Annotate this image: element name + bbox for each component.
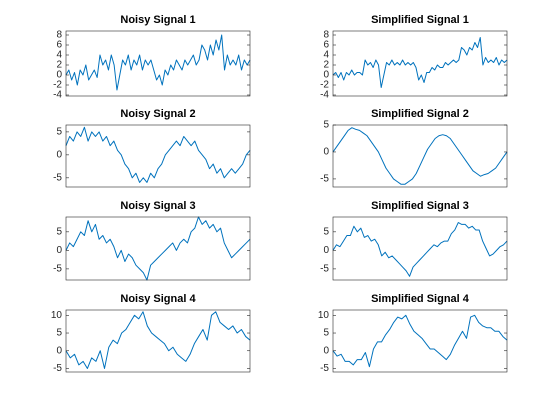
signal-line — [65, 126, 251, 183]
y-tick-label: 6 — [56, 40, 62, 51]
axes-box — [332, 216, 508, 281]
axes-box — [65, 124, 251, 188]
y-tick-label: 5 — [323, 226, 329, 237]
signal-line — [332, 127, 508, 185]
y-tick-label: 0 — [56, 70, 62, 81]
y-tick-label: 5 — [56, 328, 62, 339]
axes-box — [332, 124, 508, 188]
y-tick-label: -5 — [320, 174, 329, 185]
axes-box — [332, 30, 508, 97]
chart-title: Noisy Signal 1 — [120, 14, 195, 26]
y-tick-label: 6 — [323, 40, 329, 51]
signal-line — [65, 216, 251, 281]
y-tick-label: 2 — [56, 60, 62, 71]
y-tick-label: 8 — [323, 30, 329, 41]
y-tick-label: 5 — [56, 226, 62, 237]
signal-line — [332, 314, 508, 368]
chart-title: Simplified Signal 2 — [371, 108, 469, 120]
y-tick-label: -4 — [320, 90, 329, 101]
y-tick-label: 2 — [323, 60, 329, 71]
chart-title: Noisy Signal 3 — [120, 200, 195, 212]
signal-line — [65, 311, 251, 369]
y-tick-label: 8 — [56, 30, 62, 41]
y-tick-label: -2 — [320, 80, 329, 91]
y-tick-label: -5 — [53, 264, 62, 275]
chart-title: Simplified Signal 4 — [371, 293, 470, 305]
y-tick-label: 0 — [323, 345, 329, 356]
y-tick-label: 5 — [56, 127, 62, 138]
y-tick-label: 0 — [56, 149, 62, 160]
y-tick-label: -2 — [53, 80, 62, 91]
signal-line — [65, 34, 251, 91]
y-tick-label: 0 — [323, 70, 329, 81]
y-tick-label: 5 — [323, 328, 329, 339]
y-tick-label: -4 — [53, 90, 62, 101]
y-tick-label: 5 — [323, 120, 329, 131]
y-tick-label: 4 — [56, 50, 62, 61]
y-tick-label: 4 — [323, 50, 329, 61]
chart-title: Noisy Signal 4 — [120, 293, 196, 305]
axes-box — [65, 216, 251, 281]
y-tick-label: -5 — [53, 172, 62, 183]
chart-title: Noisy Signal 2 — [120, 108, 195, 120]
y-tick-label: 0 — [56, 245, 62, 256]
axes-box — [332, 309, 508, 373]
y-tick-label: 10 — [51, 310, 63, 321]
y-tick-label: 0 — [323, 147, 329, 158]
signal-line — [332, 222, 508, 277]
y-tick-label: 10 — [318, 310, 330, 321]
y-tick-label: 0 — [56, 345, 62, 356]
y-tick-label: -5 — [53, 363, 62, 374]
axes-box — [65, 309, 251, 373]
signal-line — [332, 37, 508, 88]
chart-title: Simplified Signal 3 — [371, 200, 469, 212]
y-tick-label: 0 — [323, 245, 329, 256]
axes-box — [65, 30, 251, 97]
y-tick-label: -5 — [320, 264, 329, 275]
chart-title: Simplified Signal 1 — [371, 14, 469, 26]
y-tick-label: -5 — [320, 363, 329, 374]
